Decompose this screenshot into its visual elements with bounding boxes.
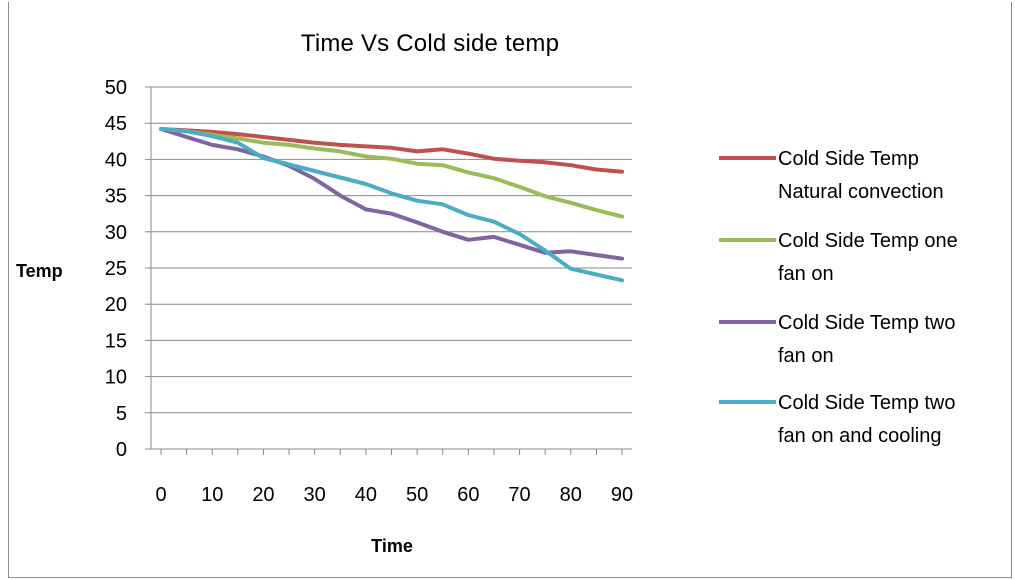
legend: Cold Side Temp Natural convection Cold Sid… [719, 148, 958, 447]
legend-label: Natural convection [778, 181, 944, 203]
axes [145, 86, 632, 455]
x-tick-label: 30 [304, 484, 326, 506]
chart-frame [8, 2, 1012, 578]
y-tick-label: 0 [116, 439, 127, 461]
legend-label: Cold Side Temp two [778, 392, 956, 414]
x-tick-label: 10 [201, 484, 223, 506]
y-axis-title: Temp [16, 261, 63, 281]
y-tick-label: 50 [105, 77, 127, 99]
x-tick-label: 40 [355, 484, 377, 506]
y-tick-label: 35 [105, 186, 127, 208]
y-tick-label: 45 [105, 113, 127, 135]
y-tick-label: 30 [105, 222, 127, 244]
legend-label: fan on and cooling [778, 425, 941, 447]
x-tick-label: 50 [406, 484, 428, 506]
x-tick-label: 90 [611, 484, 633, 506]
y-tick-label: 20 [105, 294, 127, 316]
legend-label: fan on [778, 263, 834, 285]
x-tick-label: 60 [457, 484, 479, 506]
x-axis-title: Time [371, 536, 413, 556]
series-line [159, 127, 624, 283]
x-tick-label: 20 [252, 484, 274, 506]
y-tick-label: 10 [105, 367, 127, 389]
legend-label: Cold Side Temp one [778, 230, 958, 252]
series-lines [159, 127, 624, 283]
x-tick-label: 70 [508, 484, 530, 506]
chart-title: Time Vs Cold side temp [300, 30, 560, 57]
y-tick-label: 25 [105, 258, 127, 280]
legend-label: Cold Side Temp two [778, 312, 956, 334]
x-tick-label: 0 [155, 484, 166, 506]
y-tick-label: 40 [105, 149, 127, 171]
tick-labels: 0 5 10 15 20 25 30 35 40 45 50 0 10 20 30 40 50 60 70 80 90 [105, 77, 633, 506]
y-tick-label: 5 [116, 403, 127, 425]
series-line [159, 127, 624, 174]
legend-label: fan on [778, 345, 834, 367]
y-tick-label: 15 [105, 330, 127, 352]
grid-lines [151, 86, 632, 414]
x-tick-label: 80 [560, 484, 582, 506]
legend-label: Cold Side Temp [778, 148, 919, 170]
series-line [159, 127, 624, 219]
